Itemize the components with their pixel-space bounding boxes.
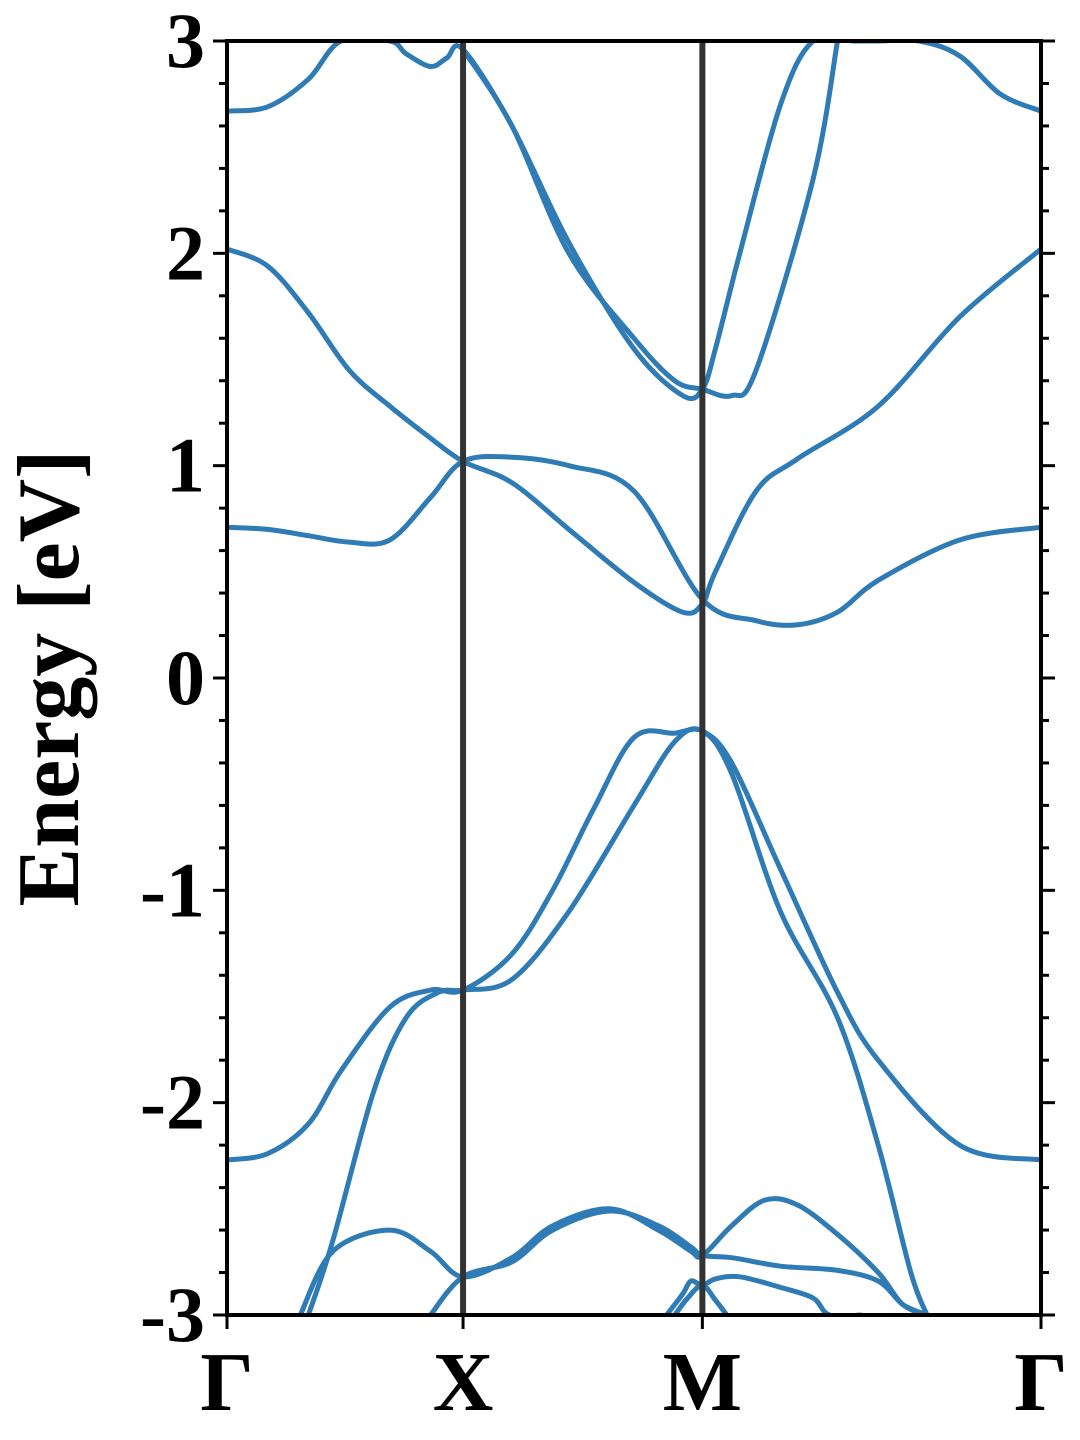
y-tick-label: 3 <box>166 0 205 84</box>
y-ticks: 3 2 1 0 -1 -2 -3 <box>140 0 1055 1358</box>
band-line-9 <box>664 1273 862 1315</box>
y-tick-label: 1 <box>166 422 205 509</box>
x-tick-label-X: X <box>433 1336 494 1429</box>
y-tick-label: 0 <box>166 634 205 721</box>
x-tick-label-M: M <box>663 1336 742 1429</box>
y-axis-title: Energy [eV] <box>1 450 98 907</box>
band-line-2 <box>227 246 1041 616</box>
y-tick-label: -2 <box>140 1059 205 1146</box>
band-line-5 <box>227 726 1041 1163</box>
plot-frame <box>225 39 1043 1317</box>
y-tick-label: -1 <box>140 846 205 933</box>
band-line-7 <box>298 1196 929 1315</box>
x-tick-label-Γ: Γ <box>1014 1336 1067 1429</box>
band-line-6 <box>306 726 930 1315</box>
y-tick-label: -3 <box>140 1271 205 1358</box>
high-symmetry-lines <box>460 41 706 1315</box>
band-line-1 <box>227 453 1041 628</box>
y-tick-label: 2 <box>166 209 205 296</box>
band-line-3 <box>227 41 1041 402</box>
x-tick-label-Γ: Γ <box>200 1336 253 1429</box>
band-line-4 <box>460 41 840 399</box>
band-curves <box>227 41 1041 1315</box>
band-line-8 <box>428 1208 929 1315</box>
